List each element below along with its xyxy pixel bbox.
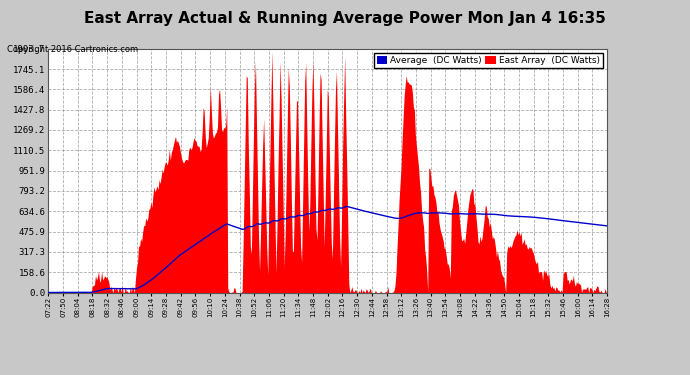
Text: Copyright 2016 Cartronics.com: Copyright 2016 Cartronics.com xyxy=(7,45,138,54)
Legend: Average  (DC Watts), East Array  (DC Watts): Average (DC Watts), East Array (DC Watts… xyxy=(374,53,602,68)
Text: East Array Actual & Running Average Power Mon Jan 4 16:35: East Array Actual & Running Average Powe… xyxy=(84,11,606,26)
